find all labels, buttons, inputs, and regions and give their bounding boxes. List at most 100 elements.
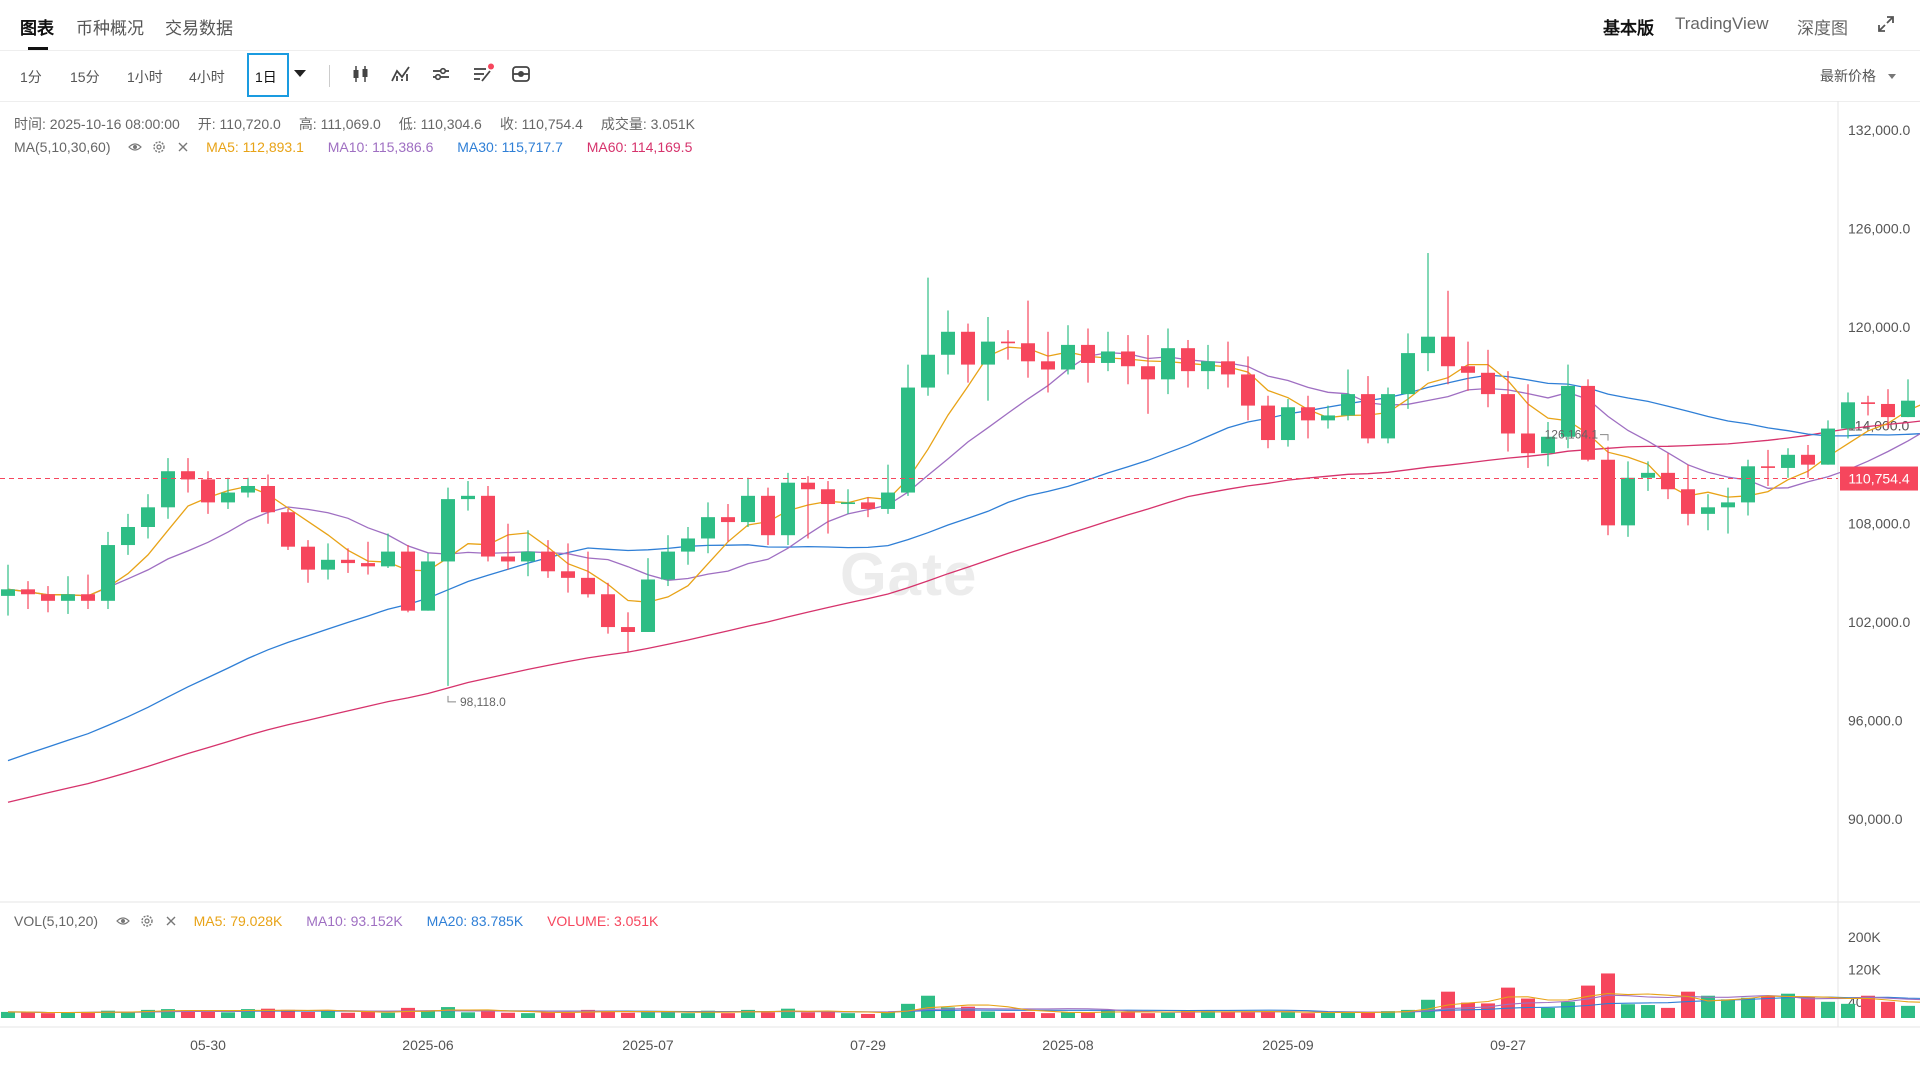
volume-bar [1301,1013,1315,1018]
volume-bar [941,1007,955,1018]
ma5-line [7,346,1920,603]
timeframe-15m[interactable]: 15分 [70,69,100,85]
candle-body [181,471,195,480]
volume-bar [541,1011,555,1018]
volume-bar [1241,1012,1255,1018]
price-type-select[interactable]: 最新价格 [1820,68,1876,84]
volume-bar [1161,1012,1175,1018]
candle-body [101,545,115,601]
volume-bar [1741,997,1755,1018]
candle-body [861,502,875,509]
time-axis-tick: 09-27 [1490,1037,1526,1053]
vol-indicator-label: VOL(5,10,20) [14,913,99,929]
candle-body [541,551,555,572]
candle-body [981,341,995,365]
candle-body [361,563,375,567]
candle-body [1441,336,1455,367]
candle-body [1141,366,1155,380]
timeframe-dropdown-caret[interactable] [294,70,306,77]
volume-bar [641,1011,655,1018]
timeframe-1m[interactable]: 1分 [20,69,42,85]
expand-icon[interactable] [1876,14,1896,34]
candle-body [461,495,475,500]
volume-bar [1521,998,1535,1018]
view-depth-chart[interactable]: 深度图 [1797,19,1848,38]
candle-body [441,499,455,562]
close-icon[interactable] [164,914,178,928]
timeframe-1h[interactable]: 1小时 [127,69,163,85]
volume-bar [221,1012,235,1018]
volume-bar [1541,1007,1555,1018]
ma5-value: MA5: 112,893.1 [206,139,304,155]
volume-bar [401,1007,415,1018]
last-price-label: 110,754.4 [1848,471,1909,487]
compare-icon[interactable] [430,63,452,85]
candle-body [1361,394,1375,439]
candle-body [1121,351,1135,367]
timeframe-1d[interactable]: 1日 [247,53,289,97]
candle-body [301,546,315,570]
candle-body [1221,361,1235,375]
chevron-down-icon[interactable] [1888,74,1896,79]
gear-icon[interactable] [152,140,166,154]
indicator-icon[interactable] [390,63,412,85]
candle-body [261,485,275,513]
candlestick-icon[interactable] [350,63,372,85]
candle-body [1,589,15,596]
volume-bar [761,1012,775,1018]
candle-body [341,559,355,564]
info-time: 时间: 2025-10-16 08:00:00 [14,116,180,132]
candle-body [661,551,675,580]
tab-coin-overview[interactable]: 币种概况 [76,19,144,38]
candle-body [241,485,255,493]
min-marker-arrow [447,695,456,703]
candle-body [921,354,935,388]
view-tradingview[interactable]: TradingView [1675,14,1769,33]
candle-body [321,559,335,570]
candle-body [1501,394,1515,434]
volume-bar [61,1012,75,1018]
vol-indicator-legend: VOL(5,10,20) MA5: 79.028K MA10: 93.152K … [14,913,678,929]
toolbar-divider [329,65,330,87]
tab-trade-data[interactable]: 交易数据 [165,19,233,38]
time-axis-tick: 2025-07 [622,1037,674,1053]
drawing-icon[interactable] [472,63,494,85]
candle-body [1801,454,1815,465]
tab-chart[interactable]: 图表 [20,19,54,38]
info-high: 高: 111,069.0 [298,116,381,132]
candle-body [481,495,495,557]
eye-icon[interactable] [128,140,143,154]
candle-body [1281,407,1295,441]
gear-icon[interactable] [140,914,154,928]
candle-body [1661,472,1675,490]
candle-body [21,589,35,595]
price-axis-tick: 108,000.0 [1848,516,1910,532]
volume-bar [1721,999,1735,1018]
candle-body [1341,394,1355,416]
close-icon[interactable] [176,140,190,154]
info-open: 开: 110,720.0 [197,116,281,132]
view-basic[interactable]: 基本版 [1603,19,1654,38]
volume-bar [1,1011,15,1018]
candle-body [1701,507,1715,514]
volume-bar [781,1008,795,1018]
volume-bar [1201,1011,1215,1018]
candle-body [1821,428,1835,465]
eye-icon[interactable] [116,914,130,928]
gate-watermark: Gate [840,541,978,608]
max-marker-arrow [1600,434,1609,441]
volume-bar [241,1009,255,1018]
volume-bar [1261,1011,1275,1018]
candle-body [1261,405,1275,441]
volume-bar [721,1013,735,1018]
volume-bar [881,1011,895,1018]
timeframe-4h[interactable]: 4小时 [189,69,225,85]
candle-body [1561,385,1575,437]
settings-icon[interactable] [510,63,532,85]
candle-body [121,526,135,546]
candle-body [941,331,955,355]
candle-body [621,627,635,632]
candle-body [1901,400,1915,418]
candle-body [1521,433,1535,454]
